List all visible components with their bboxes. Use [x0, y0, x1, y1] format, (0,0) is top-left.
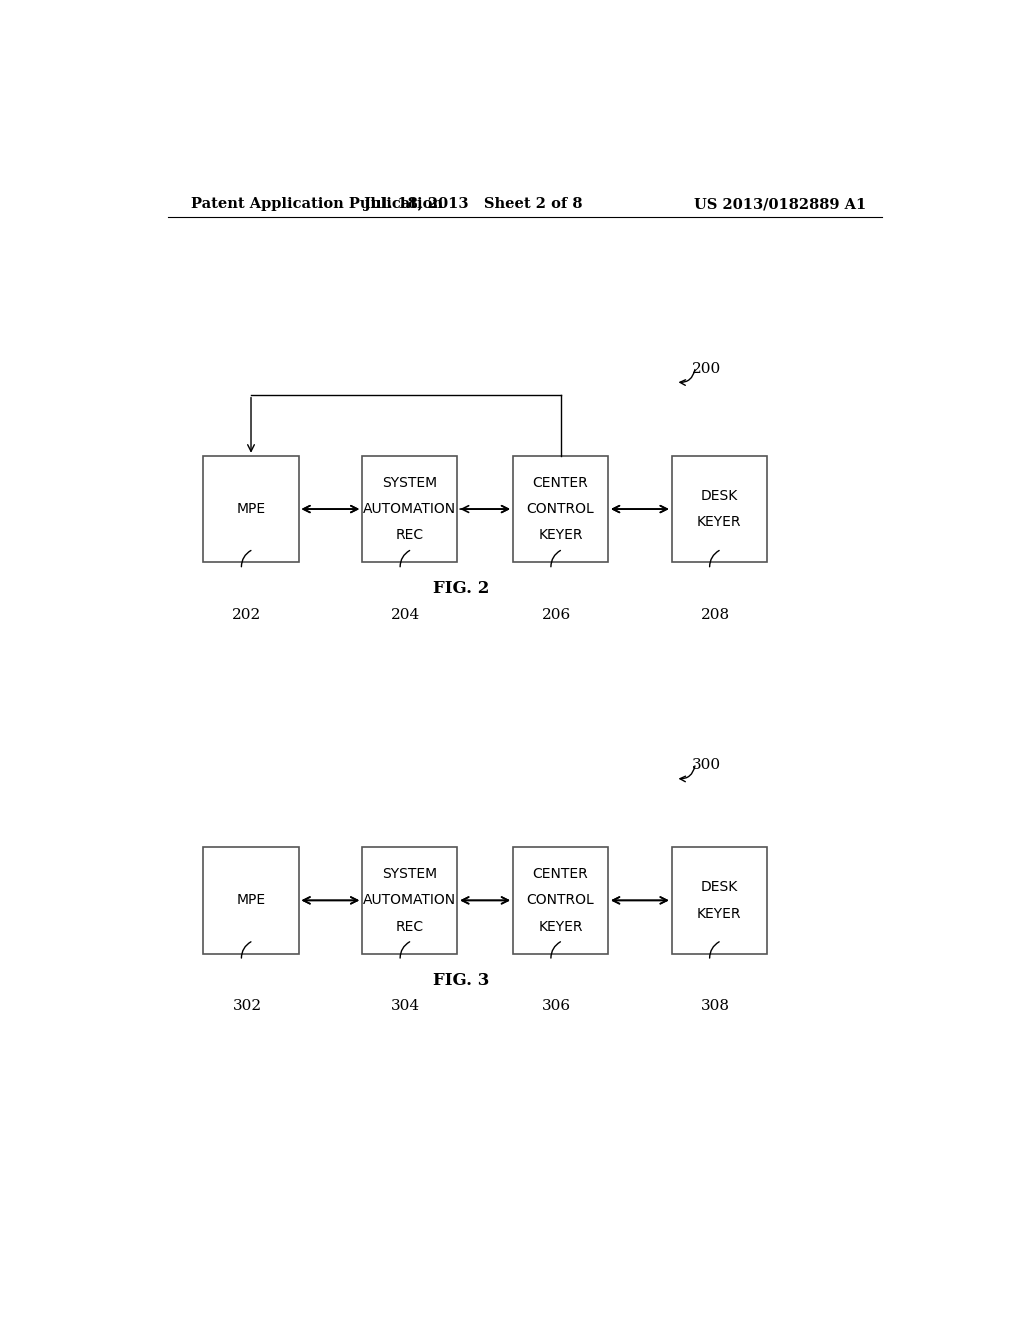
- Text: 206: 206: [542, 609, 571, 622]
- Text: DESK: DESK: [700, 880, 738, 894]
- Text: REC: REC: [395, 528, 424, 543]
- Text: 306: 306: [542, 999, 571, 1014]
- Text: KEYER: KEYER: [539, 528, 583, 543]
- FancyBboxPatch shape: [362, 847, 458, 954]
- Text: 302: 302: [232, 999, 261, 1014]
- FancyBboxPatch shape: [362, 455, 458, 562]
- Text: CENTER: CENTER: [532, 867, 589, 880]
- FancyBboxPatch shape: [513, 847, 608, 954]
- FancyBboxPatch shape: [513, 455, 608, 562]
- Text: 304: 304: [391, 999, 420, 1014]
- FancyBboxPatch shape: [672, 455, 767, 562]
- Text: 208: 208: [700, 609, 730, 622]
- Text: AUTOMATION: AUTOMATION: [364, 502, 457, 516]
- Text: 204: 204: [391, 609, 421, 622]
- Text: DESK: DESK: [700, 488, 738, 503]
- Text: MPE: MPE: [237, 894, 265, 907]
- Text: CONTROL: CONTROL: [526, 894, 594, 907]
- Text: 200: 200: [691, 362, 721, 376]
- Text: KEYER: KEYER: [697, 907, 741, 920]
- Text: CENTER: CENTER: [532, 475, 589, 490]
- Text: KEYER: KEYER: [697, 515, 741, 529]
- Text: FIG. 2: FIG. 2: [433, 581, 489, 597]
- Text: SYSTEM: SYSTEM: [382, 867, 437, 880]
- Text: SYSTEM: SYSTEM: [382, 475, 437, 490]
- Text: 202: 202: [232, 609, 262, 622]
- Text: Patent Application Publication: Patent Application Publication: [191, 197, 443, 211]
- Text: US 2013/0182889 A1: US 2013/0182889 A1: [694, 197, 866, 211]
- Text: MPE: MPE: [237, 502, 265, 516]
- FancyBboxPatch shape: [204, 847, 299, 954]
- FancyBboxPatch shape: [672, 847, 767, 954]
- Text: CONTROL: CONTROL: [526, 502, 594, 516]
- Text: REC: REC: [395, 920, 424, 933]
- Text: KEYER: KEYER: [539, 920, 583, 933]
- Text: FIG. 3: FIG. 3: [433, 972, 489, 989]
- Text: 308: 308: [700, 999, 730, 1014]
- FancyBboxPatch shape: [204, 455, 299, 562]
- Text: AUTOMATION: AUTOMATION: [364, 894, 457, 907]
- Text: 300: 300: [691, 758, 721, 772]
- Text: Jul. 18, 2013   Sheet 2 of 8: Jul. 18, 2013 Sheet 2 of 8: [364, 197, 583, 211]
